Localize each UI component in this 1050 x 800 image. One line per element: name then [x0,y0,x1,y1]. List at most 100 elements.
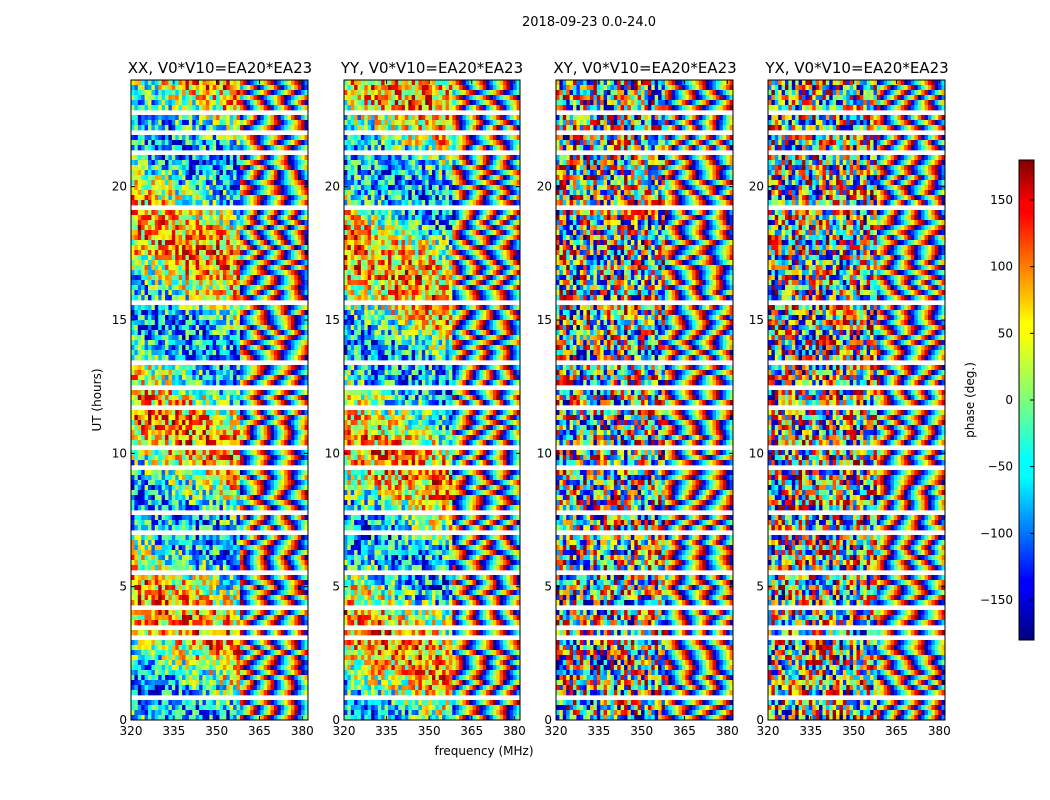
heatmap-cell-xx [230,160,234,165]
heatmap-cell-xx [267,90,271,95]
panel-xx: XX, V0*V10=EA20*EA23 320 335 350 365 3800510… [112,59,314,738]
heatmap-cell-xx [223,90,227,95]
heatmap-cell-xx [264,245,268,250]
heatmap-cell-xx [254,245,258,250]
heatmap-cell-xx [257,135,261,140]
heatmap-cell-xx [206,200,210,205]
heatmap-cell-xx [271,220,275,225]
heatmap-cell-xx [294,250,298,255]
heatmap-cell-xx [216,250,220,255]
heatmap-cell-xx [254,190,258,195]
heatmap-cell-xx [267,165,271,170]
heatmap-cell-xx [155,220,159,225]
heatmap-cell-xx [151,220,155,225]
heatmap-cell-xx [158,250,162,255]
heatmap-cell-xx [267,125,271,130]
heatmap-cell-xx [134,270,138,275]
heatmap-cell-xx [192,265,196,270]
heatmap-cell-xx [220,80,224,85]
heatmap-cell-xx [209,95,213,100]
heatmap-cell-xx [298,255,302,260]
heatmap-cell-xx [250,215,254,220]
heatmap-cell-xx [213,250,217,255]
heatmap-cell-xx [199,210,203,215]
heatmap-cell-xx [226,215,230,220]
heatmap-cell-xx [250,170,254,175]
heatmap-cell-xx [148,145,152,150]
heatmap-cell-xx [189,225,193,230]
heatmap-cell-xx [165,95,169,100]
heatmap-cell-xx [151,215,155,220]
heatmap-cell-xx [148,180,152,185]
heatmap-cell-xx [274,135,278,140]
heatmap-cell-xx [162,215,166,220]
heatmap-cell-xx [294,80,298,85]
heatmap-cell-xx [165,230,169,235]
heatmap-cell-xx [175,260,179,265]
heatmap-cell-xx [230,220,234,225]
heatmap-cell-xx [148,230,152,235]
heatmap-cell-xx [260,170,264,175]
heatmap-cell-xx [168,160,172,165]
heatmap-cell-xx [141,80,145,85]
heatmap-cell-xx [233,80,237,85]
heatmap-cell-xx [291,230,295,235]
heatmap-cell-xx [298,105,302,110]
heatmap-cell-xx [131,145,135,150]
heatmap-cell-xx [209,80,213,85]
heatmap-cell-xx [284,105,288,110]
heatmap-cell-xx [277,120,281,125]
heatmap-cell-xx [226,170,230,175]
heatmap-cell-xx [294,255,298,260]
heatmap-cell-xx [179,105,183,110]
heatmap-cell-xx [138,135,142,140]
heatmap-cell-xx [223,100,227,105]
heatmap-cell-xx [294,225,298,230]
heatmap-cell-xx [158,220,162,225]
heatmap-cell-xx [189,240,193,245]
heatmap-cell-xx [277,220,281,225]
heatmap-cell-xx [240,90,244,95]
heatmap-cell-xx [288,95,292,100]
heatmap-cell-xx [220,225,224,230]
heatmap-cell-xx [168,260,172,265]
heatmap-cell-xx [155,165,159,170]
heatmap-cell-xx [284,90,288,95]
heatmap-cell-xx [223,140,227,145]
heatmap-cell-xx [189,195,193,200]
heatmap-cell-xx [179,145,183,150]
heatmap-cell-xx [254,90,258,95]
heatmap-cell-xx [213,185,217,190]
heatmap-cell-xx [145,165,149,170]
heatmap-cell-xx [230,245,234,250]
heatmap-cell-xx [202,235,206,240]
heatmap-cell-xx [141,230,145,235]
heatmap-cell-xx [141,225,145,230]
heatmap-cell-xx [216,195,220,200]
heatmap-cell-xx [131,240,135,245]
heatmap-cell-xx [202,95,206,100]
heatmap-cell-xx [257,235,261,240]
heatmap-cell-xx [220,125,224,130]
heatmap-cell-xx [257,220,261,225]
heatmap-cell-xx [267,215,271,220]
heatmap-cell-xx [237,260,241,265]
heatmap-cell-xx [277,95,281,100]
heatmap-cell-xx [260,85,264,90]
heatmap-cell-xx [247,230,251,235]
heatmap-cell-xx [162,140,166,145]
heatmap-cell-xx [247,210,251,215]
heatmap-cell-xx [257,210,261,215]
heatmap-cell-xx [284,170,288,175]
heatmap-cell-xx [179,250,183,255]
heatmap-cell-xx [202,140,206,145]
heatmap-cell-xx [165,90,169,95]
heatmap-cell-xx [168,80,172,85]
heatmap-cell-xx [185,185,189,190]
heatmap-cell-xx [284,260,288,265]
heatmap-cell-xx [175,155,179,160]
heatmap-cell-xx [257,115,261,120]
heatmap-cell-xx [260,195,264,200]
heatmap-cell-xx [206,235,210,240]
heatmap-cell-xx [291,90,295,95]
